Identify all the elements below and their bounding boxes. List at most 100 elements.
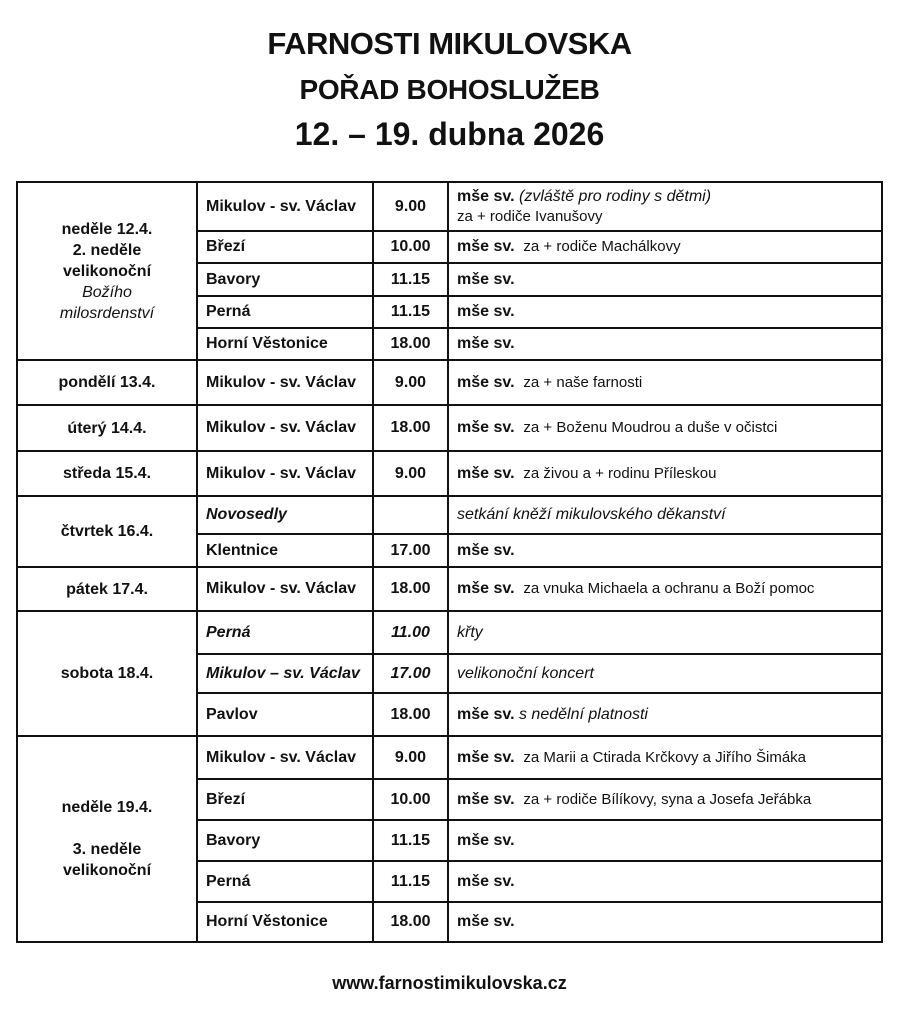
intention-text: za + naše farnosti [523, 373, 643, 391]
mass-label: mše sv. [457, 705, 515, 723]
time-cell: 11.15 [372, 860, 449, 903]
description-cell: mše sv. [447, 860, 883, 903]
mass-label: mše sv. [457, 748, 515, 766]
mass-label: mše sv. [457, 872, 515, 890]
website-link[interactable]: www.farnostimikulovska.cz [332, 973, 567, 993]
place-cell: Novosedly [196, 495, 374, 535]
intention-text: za vnuka Michaela a ochranu a Boží pomoc [523, 580, 815, 597]
description-cell: velikonoční koncert [447, 653, 883, 694]
table-row: Horní Věstonice 18.00 mše sv. [17, 327, 883, 361]
day-line: milosrdenství [59, 304, 155, 322]
place-cell: Mikulov - sv. Václav [196, 735, 374, 780]
description-cell: mše sv. [447, 295, 883, 329]
day-line: neděle 19.4. [61, 799, 153, 816]
table-row: úterý 14.4. Mikulov - sv. Václav 18.00 mše … [16, 404, 883, 452]
mass-label: mše sv. [457, 270, 515, 288]
description-cell: mše sv. [447, 901, 883, 943]
time-cell: 18.00 [372, 566, 449, 612]
description-cell: mše sv. za živou a + rodinu Příleskou [447, 450, 883, 497]
table-row: pondělí 13.4. Mikulov - sv. Václav 9.00 mše… [16, 359, 883, 406]
day-line: velikonoční [62, 862, 152, 879]
mass-label: mše sv. [457, 831, 515, 849]
time-cell: 11.00 [372, 610, 449, 655]
time-cell: 10.00 [372, 230, 449, 264]
description-text: křty [457, 623, 483, 641]
mass-label: mše sv. [457, 335, 515, 352]
time-cell: 11.15 [372, 819, 449, 862]
services-table: neděle 12.4. 2. neděle velikonoční Božího mi… [16, 181, 883, 943]
date-range: 12. – 19. dubna 2026 [294, 116, 605, 152]
time-cell: 9.00 [372, 450, 449, 497]
day-line [18, 818, 196, 839]
time-cell [372, 495, 449, 535]
place-cell: Horní Věstonice [196, 327, 374, 361]
description-cell: mše sv. s nedělní platnosti [447, 692, 883, 737]
table-row: Perná 11.15 mše sv. [17, 860, 883, 903]
table-row: Horní Věstonice 18.00 mše sv. [17, 901, 883, 943]
day-line: sobota 18.4. [60, 665, 154, 682]
description-cell: mše sv. [447, 819, 883, 862]
day-cell: středa 15.4. [16, 450, 198, 497]
day-cell: pátek 17.4. [16, 566, 198, 612]
place-cell: Perná [196, 610, 374, 655]
place-cell: Březí [196, 230, 374, 264]
description-cell: mše sv. [447, 533, 883, 568]
description-text: velikonoční koncert [457, 664, 594, 682]
place-cell: Bavory [196, 262, 374, 297]
day-cell: úterý 14.4. [16, 404, 198, 452]
description-cell: mše sv. za + Boženu Moudrou a duše v oči… [447, 404, 883, 452]
time-cell: 18.00 [372, 404, 449, 452]
table-row: Březí 10.00 mše sv. za + rodiče Machálkovy [17, 230, 883, 264]
day-line: čtvrtek 16.4. [60, 523, 154, 540]
place-cell: Klentnice [196, 533, 374, 568]
day-line: neděle 12.4. [61, 220, 153, 238]
intention-text: za + rodiče Machálkovy [523, 238, 681, 255]
intention-text: s nedělní platnosti [518, 705, 648, 723]
table-row: pátek 17.4. Mikulov - sv. Václav 18.00 mše … [16, 566, 883, 612]
description-text: setkání kněží mikulovského děkanství [457, 506, 726, 523]
day-line: 2. neděle [72, 241, 142, 259]
intention-text: za + Boženu Moudrou a duše v očistci [523, 419, 778, 436]
description-cell: mše sv. za + rodiče Machálkovy [447, 230, 883, 264]
description-cell: mše sv. za + naše farnosti [447, 359, 883, 406]
place-cell: Mikulov - sv. Václav [196, 566, 374, 612]
table-row: středa 15.4. Mikulov - sv. Václav 9.00 mše … [16, 450, 883, 497]
table-row: neděle 19.4. 3. neděle velikonoční Mikulov… [16, 735, 883, 943]
mass-label: mše sv. [457, 580, 515, 597]
mass-label: mše sv. [457, 913, 515, 930]
table-row: čtvrtek 16.4. Novosedly setkání kněží miku… [16, 495, 883, 568]
intention-text: za + rodiče Ivanušovy [457, 208, 603, 225]
place-cell: Mikulov – sv. Václav [196, 653, 374, 694]
time-cell: 9.00 [372, 359, 449, 406]
time-cell: 18.00 [372, 692, 449, 737]
mass-label: mše sv. [457, 373, 515, 391]
day-cell: sobota 18.4. [16, 610, 198, 737]
place-cell: Perná [196, 860, 374, 903]
description-cell: mše sv. za Marii a Ctirada Krčkovy a Jiř… [447, 735, 883, 780]
time-cell: 18.00 [372, 901, 449, 943]
description-cell: setkání kněží mikulovského děkanství [447, 495, 883, 535]
time-cell: 11.15 [372, 262, 449, 297]
table-row: Březí 10.00 mše sv. za + rodiče Bílíkovy, … [17, 778, 883, 821]
table-row: Bavory 11.15 mše sv. [17, 819, 883, 862]
day-line: pátek 17.4. [66, 580, 148, 598]
day-line: velikonoční [62, 262, 152, 280]
time-cell: 9.00 [372, 735, 449, 780]
description-cell: mše sv. [447, 327, 883, 361]
time-cell: 11.15 [372, 295, 449, 329]
place-cell: Mikulov - sv. Václav [196, 404, 374, 452]
place-cell: Bavory [196, 819, 374, 862]
description-cell: mše sv. [447, 262, 883, 297]
table-row: Klentnice 17.00 mše sv. [17, 533, 883, 568]
day-line: 3. neděle [72, 841, 142, 858]
day-line: Božího [82, 283, 132, 301]
time-cell: 17.00 [372, 653, 449, 694]
table-row: sobota 18.4. Perná 11.00 křty [16, 610, 883, 737]
table-row: Pavlov 18.00 mše sv. s nedělní platnosti [17, 692, 883, 737]
day-cell: pondělí 13.4. [16, 359, 198, 406]
mass-label: mše sv. [457, 790, 515, 808]
schedule-title: POŘAD BOHOSLUŽEB [299, 74, 600, 105]
intention-text: (zvláště pro rodiny s dětmi) [518, 188, 712, 205]
place-cell: Perná [196, 295, 374, 329]
intention-text: za Marii a Ctirada Krčkovy a Jiřího Šimá… [523, 748, 807, 766]
